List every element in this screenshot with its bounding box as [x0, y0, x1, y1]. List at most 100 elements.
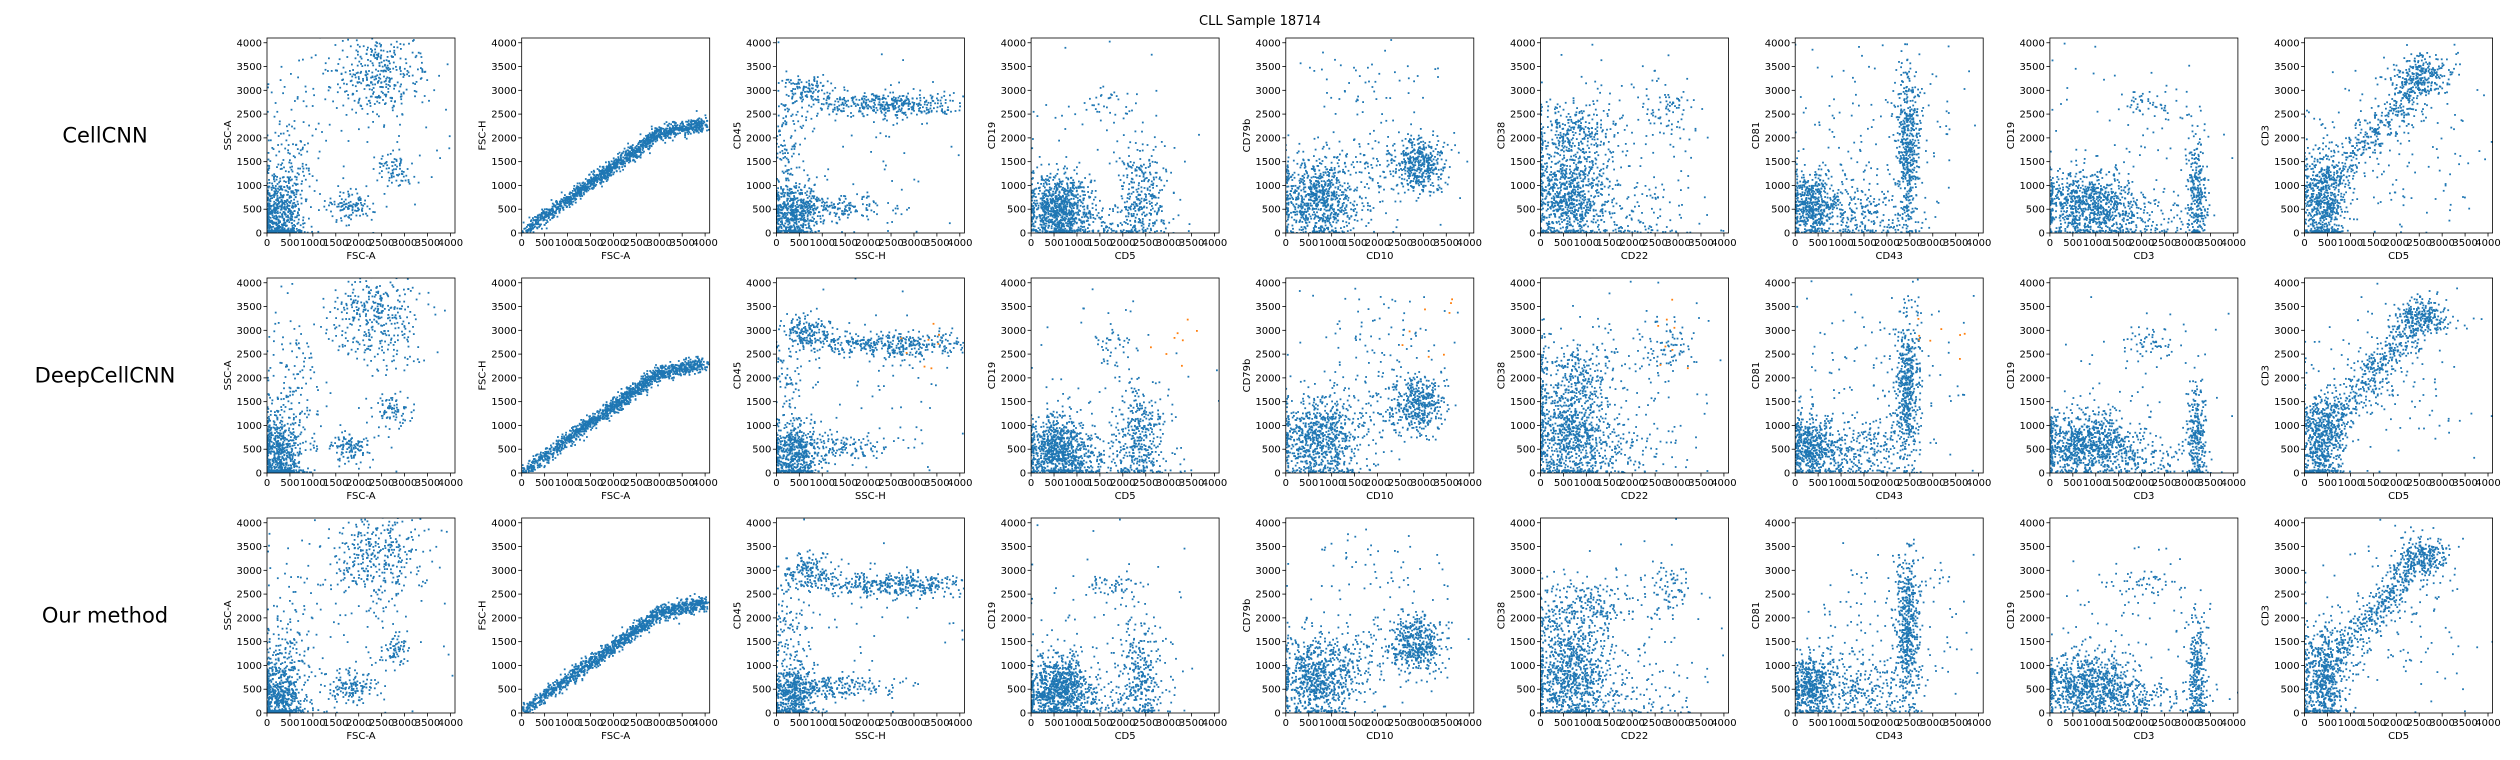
scatter-point — [799, 204, 801, 206]
scatter-point — [369, 88, 371, 90]
scatter-point — [358, 128, 360, 130]
y-tick-label: 1500 — [491, 157, 516, 168]
scatter-point — [874, 104, 876, 106]
scatter-point — [649, 137, 651, 139]
scatter-point — [344, 204, 346, 206]
scatter-point — [580, 187, 582, 189]
y-tick-label: 0 — [510, 229, 516, 240]
scatter-point — [694, 129, 696, 131]
scatter-point — [840, 110, 842, 112]
scatter-point — [285, 170, 287, 172]
scatter-point — [400, 43, 402, 45]
scatter-point — [590, 181, 592, 183]
scatter-point — [275, 185, 277, 187]
scatter-point — [360, 82, 362, 84]
scatter-point — [1082, 229, 1084, 231]
scatter-point — [805, 207, 807, 209]
scatter-point — [1076, 173, 1078, 175]
scatter-point — [780, 188, 782, 190]
scatter-point — [796, 83, 798, 85]
scatter-point — [551, 199, 553, 201]
scatter-point — [1035, 188, 1037, 190]
scatter-point — [365, 70, 367, 72]
scatter-point — [826, 205, 828, 207]
scatter-point — [1087, 231, 1089, 233]
scatter-point — [788, 180, 790, 182]
scatter-point — [269, 182, 271, 184]
scatter-point — [603, 181, 605, 183]
scatter-point — [628, 162, 630, 164]
scatter-point — [404, 68, 406, 70]
scatter-point — [828, 98, 830, 100]
scatter-point — [323, 206, 325, 208]
scatter-point — [779, 134, 781, 136]
scatter-point — [1040, 217, 1042, 219]
scatter-point — [297, 212, 299, 214]
scatter-point — [627, 153, 629, 155]
scatter-point — [400, 58, 402, 60]
scatter-point — [347, 191, 349, 193]
scatter-point — [875, 203, 877, 205]
scatter-point — [544, 224, 546, 226]
scatter-point — [580, 189, 582, 191]
scatter-point — [608, 174, 610, 176]
scatter-point — [302, 163, 304, 165]
scatter-point — [898, 105, 900, 107]
scatter-point — [875, 112, 877, 114]
x-tick-label: 2500 — [878, 238, 903, 249]
scatter-point — [560, 204, 562, 206]
scatter-point — [787, 224, 789, 226]
scatter-point — [556, 207, 558, 209]
scatter-point — [373, 87, 375, 89]
scatter-point — [332, 215, 334, 217]
scatter-point — [573, 194, 575, 196]
scatter-point — [607, 169, 609, 171]
scatter-point — [885, 104, 887, 106]
scatter-point — [883, 161, 885, 163]
scatter-point — [941, 97, 943, 99]
scatter-point — [294, 183, 296, 185]
scatter-point — [817, 96, 819, 98]
scatter-point — [926, 109, 928, 111]
scatter-point — [571, 201, 573, 203]
scatter-point — [888, 110, 890, 112]
scatter-point — [793, 231, 795, 233]
scatter-point — [611, 171, 613, 173]
scatter-point — [666, 135, 668, 137]
scatter-point — [778, 192, 780, 194]
scatter-point — [913, 88, 915, 90]
scatter-point — [811, 106, 813, 108]
scatter-point — [275, 155, 277, 157]
scatter-point — [297, 96, 299, 98]
scatter-point — [290, 200, 292, 202]
scatter-point — [337, 83, 339, 85]
scatter-point — [906, 209, 908, 211]
scatter-point — [843, 110, 845, 112]
scatter-point — [864, 98, 866, 100]
scatter-point — [380, 46, 382, 48]
scatter-point — [820, 82, 822, 84]
scatter-point — [953, 92, 955, 94]
scatter-point — [908, 105, 910, 107]
scatter-point — [679, 125, 681, 127]
scatter-point — [1092, 207, 1094, 209]
scatter-point — [673, 133, 675, 135]
scatter-point — [780, 212, 782, 214]
scatter-point — [881, 104, 883, 106]
scatter-point — [848, 106, 850, 108]
scatter-point — [850, 116, 852, 118]
scatter-point — [827, 108, 829, 110]
scatter-point — [302, 148, 304, 150]
scatter-point — [1078, 227, 1080, 229]
scatter-point — [902, 119, 904, 121]
scatter-point — [287, 149, 289, 151]
scatter-point — [826, 201, 828, 203]
scatter-point — [286, 190, 288, 192]
scatter-point — [804, 91, 806, 93]
scatter-point — [791, 199, 793, 201]
scatter-point — [1131, 110, 1133, 112]
scatter-point — [1125, 222, 1127, 224]
scatter-point — [837, 101, 839, 103]
scatter-point — [780, 206, 782, 208]
scatter-point — [366, 53, 368, 55]
